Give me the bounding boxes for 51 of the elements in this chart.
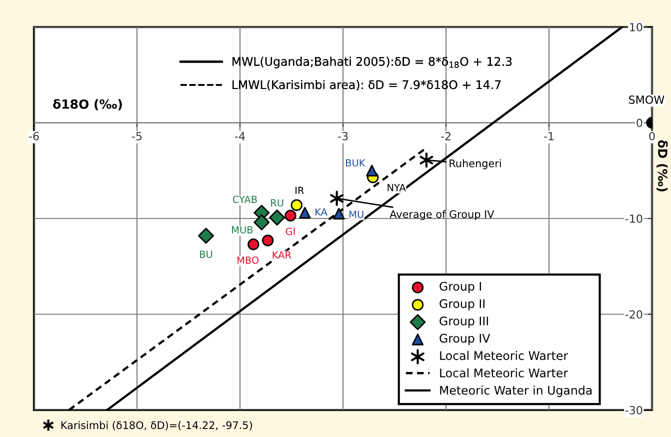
legend-label: Group III	[440, 316, 488, 328]
y-tick-label: -20	[625, 310, 642, 319]
annotation: CYAB	[232, 196, 257, 204]
x-tick-label: -5	[132, 132, 142, 140]
x-axis-title: δ18O (‰)	[53, 99, 122, 110]
annotation: MBO	[238, 256, 259, 264]
text: Karisimbi (δ18O, δD)=(-14.22, -97.5)	[61, 421, 252, 430]
y-tick-label: -30	[625, 406, 642, 414]
annotation: KAR	[272, 251, 292, 258]
annotation: Average of Group IV	[390, 210, 494, 220]
annotation: NYA	[388, 184, 406, 192]
point	[248, 238, 260, 250]
point	[299, 206, 311, 219]
legend-label: Local Meteoric Warter	[440, 350, 568, 360]
point	[330, 190, 344, 206]
y-tick-label: 10	[630, 22, 642, 32]
point	[254, 214, 270, 230]
point	[284, 210, 296, 222]
annotation: KA	[316, 208, 328, 216]
point	[333, 208, 345, 220]
annotation: RU	[271, 199, 284, 206]
x-tick-label: -1	[544, 132, 554, 140]
point	[262, 234, 274, 246]
annotation: MWL(Uganda;Bahati 2005):δD = 8*δ$_{18}$O + 12.3	[232, 56, 512, 68]
x-tick-label: -2	[441, 132, 450, 140]
x-tick-label: 0	[649, 132, 655, 140]
point	[290, 199, 302, 211]
legend-label: Group I	[440, 282, 481, 294]
x-tick-label: -6	[29, 132, 39, 140]
annotation: MU	[350, 210, 364, 218]
annotation: BUK	[346, 159, 366, 166]
annotation: IR	[296, 186, 304, 194]
point	[198, 228, 214, 244]
annotation: BU	[200, 250, 212, 258]
x-tick-label: -4	[235, 132, 245, 140]
y-tick-label: -10	[625, 214, 642, 223]
annotation: SMOW	[628, 96, 664, 104]
annotation: MUB	[232, 226, 253, 234]
y-axis-title: δD (‰)	[656, 140, 668, 192]
annotation: GI	[286, 228, 295, 236]
x-tick-label: -3	[338, 132, 348, 140]
legend-label: Local Meteoric Warter	[440, 368, 568, 378]
annotation: LMWL(Karisimbi area): δD = 7.9*δ18O + 14.7	[232, 80, 501, 91]
legend-label: Group IV	[440, 334, 490, 346]
point	[420, 152, 434, 168]
legend-label: Meteoric Water in Uganda	[440, 386, 592, 398]
point	[269, 210, 286, 226]
annotation: Ruhengeri	[450, 159, 501, 170]
y-tick-label: 0	[636, 118, 642, 128]
legend-label: Group II	[440, 299, 484, 310]
point	[366, 164, 378, 176]
